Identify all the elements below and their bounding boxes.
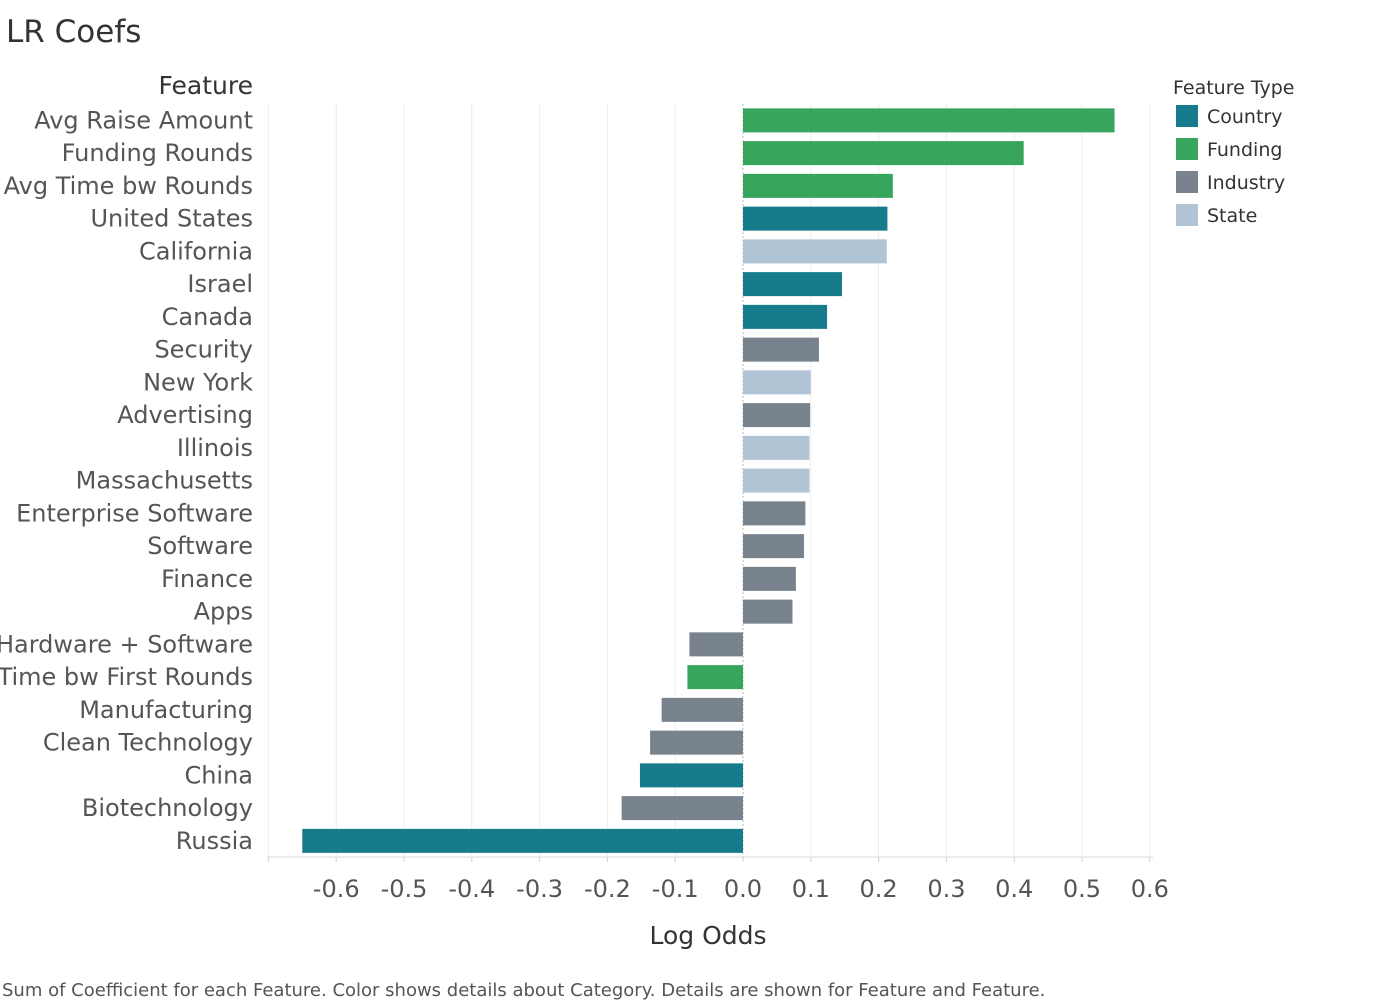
feature-label: Avg Raise Amount <box>34 106 253 134</box>
legend-swatch <box>1176 138 1198 160</box>
feature-label: Manufacturing <box>79 696 253 724</box>
bar[interactable] <box>743 501 806 526</box>
bar[interactable] <box>743 403 811 428</box>
chart-title: LR Coefs <box>6 14 142 50</box>
x-tick-label: 0.4 <box>995 875 1033 903</box>
feature-label: Russia <box>176 827 253 855</box>
feature-label: Clean Technology <box>43 729 253 757</box>
bar[interactable] <box>743 272 842 297</box>
legend-label: Industry <box>1207 172 1285 194</box>
x-tick-label: 0.0 <box>724 875 762 903</box>
feature-label: China <box>184 761 253 789</box>
x-tick-label: -0.5 <box>381 875 428 903</box>
feature-header: Feature <box>159 71 253 100</box>
legend-swatch <box>1176 204 1198 226</box>
bars <box>302 108 1115 853</box>
bar[interactable] <box>743 337 819 362</box>
feature-label: Advertising <box>117 401 253 429</box>
feature-label: Funding Rounds <box>62 139 253 167</box>
x-axis: -0.6 -0.5 -0.4 -0.3 -0.2 -0.1 0.0 0.1 0.2 0.3 0.4 0… <box>267 856 1169 903</box>
x-tick-label: 0.1 <box>792 875 830 903</box>
legend-label: State <box>1207 205 1257 227</box>
feature-label: California <box>139 237 253 265</box>
bar[interactable] <box>743 468 810 493</box>
feature-label: New York <box>143 368 253 396</box>
feature-label: United States <box>90 205 253 233</box>
feature-label: Hardware + Software <box>0 630 253 658</box>
bar[interactable] <box>621 796 743 821</box>
bar[interactable] <box>743 534 805 559</box>
feature-labels: Avg Raise Amount Funding Rounds Avg Time b… <box>0 106 253 855</box>
bar[interactable] <box>661 697 743 722</box>
bar[interactable] <box>743 239 887 264</box>
caption: Sum of Coefficient for each Feature. Col… <box>2 980 1046 1001</box>
bar[interactable] <box>639 763 743 788</box>
legend-swatch <box>1176 171 1198 193</box>
bar[interactable] <box>743 370 811 395</box>
legend[interactable]: Feature Type Country Funding Industry State <box>1173 77 1294 227</box>
x-tick-label: 0.3 <box>927 875 965 903</box>
feature-label: Illinois <box>177 434 253 462</box>
bar[interactable] <box>687 665 743 690</box>
feature-label: Biotechnology <box>82 794 253 822</box>
bar-chart: Avg Raise Amount Funding Rounds Avg Time b… <box>0 71 1294 950</box>
x-tick-label: 0.2 <box>860 875 898 903</box>
legend-item[interactable]: Funding <box>1176 138 1282 161</box>
bar[interactable] <box>743 566 796 591</box>
bar[interactable] <box>743 435 810 460</box>
legend-label: Country <box>1207 106 1282 128</box>
x-tick-label: -0.2 <box>584 875 631 903</box>
bar[interactable] <box>302 828 743 853</box>
feature-label: Time bw First Rounds <box>0 663 253 691</box>
feature-label: Apps <box>194 598 253 626</box>
feature-label: Enterprise Software <box>16 499 253 527</box>
bar[interactable] <box>743 599 793 624</box>
legend-item[interactable]: State <box>1176 204 1257 227</box>
x-tick-label: -0.6 <box>313 875 360 903</box>
feature-label: Avg Time bw Rounds <box>4 172 253 200</box>
legend-title: Feature Type <box>1173 77 1294 99</box>
feature-label: Massachusetts <box>76 467 253 495</box>
feature-label: Software <box>147 532 253 560</box>
bar[interactable] <box>689 632 743 657</box>
x-tick-label: 0.6 <box>1131 875 1169 903</box>
bar[interactable] <box>743 108 1115 133</box>
bar[interactable] <box>743 141 1024 166</box>
legend-item[interactable]: Country <box>1176 105 1282 128</box>
x-axis-title: Log Odds <box>649 921 766 950</box>
feature-label: Canada <box>162 303 253 331</box>
legend-swatch <box>1176 105 1198 127</box>
x-tick-label: -0.4 <box>448 875 495 903</box>
legend-item[interactable]: Industry <box>1176 171 1285 194</box>
x-tick-label: 0.5 <box>1063 875 1101 903</box>
bar[interactable] <box>743 304 828 329</box>
x-tick-label: -0.1 <box>652 875 699 903</box>
feature-label: Finance <box>161 565 253 593</box>
x-tick-label: -0.3 <box>516 875 563 903</box>
bar[interactable] <box>743 206 888 231</box>
legend-label: Funding <box>1207 139 1282 161</box>
bar[interactable] <box>743 173 893 198</box>
feature-label: Israel <box>187 270 253 298</box>
bar[interactable] <box>650 730 743 755</box>
feature-label: Security <box>154 336 253 364</box>
